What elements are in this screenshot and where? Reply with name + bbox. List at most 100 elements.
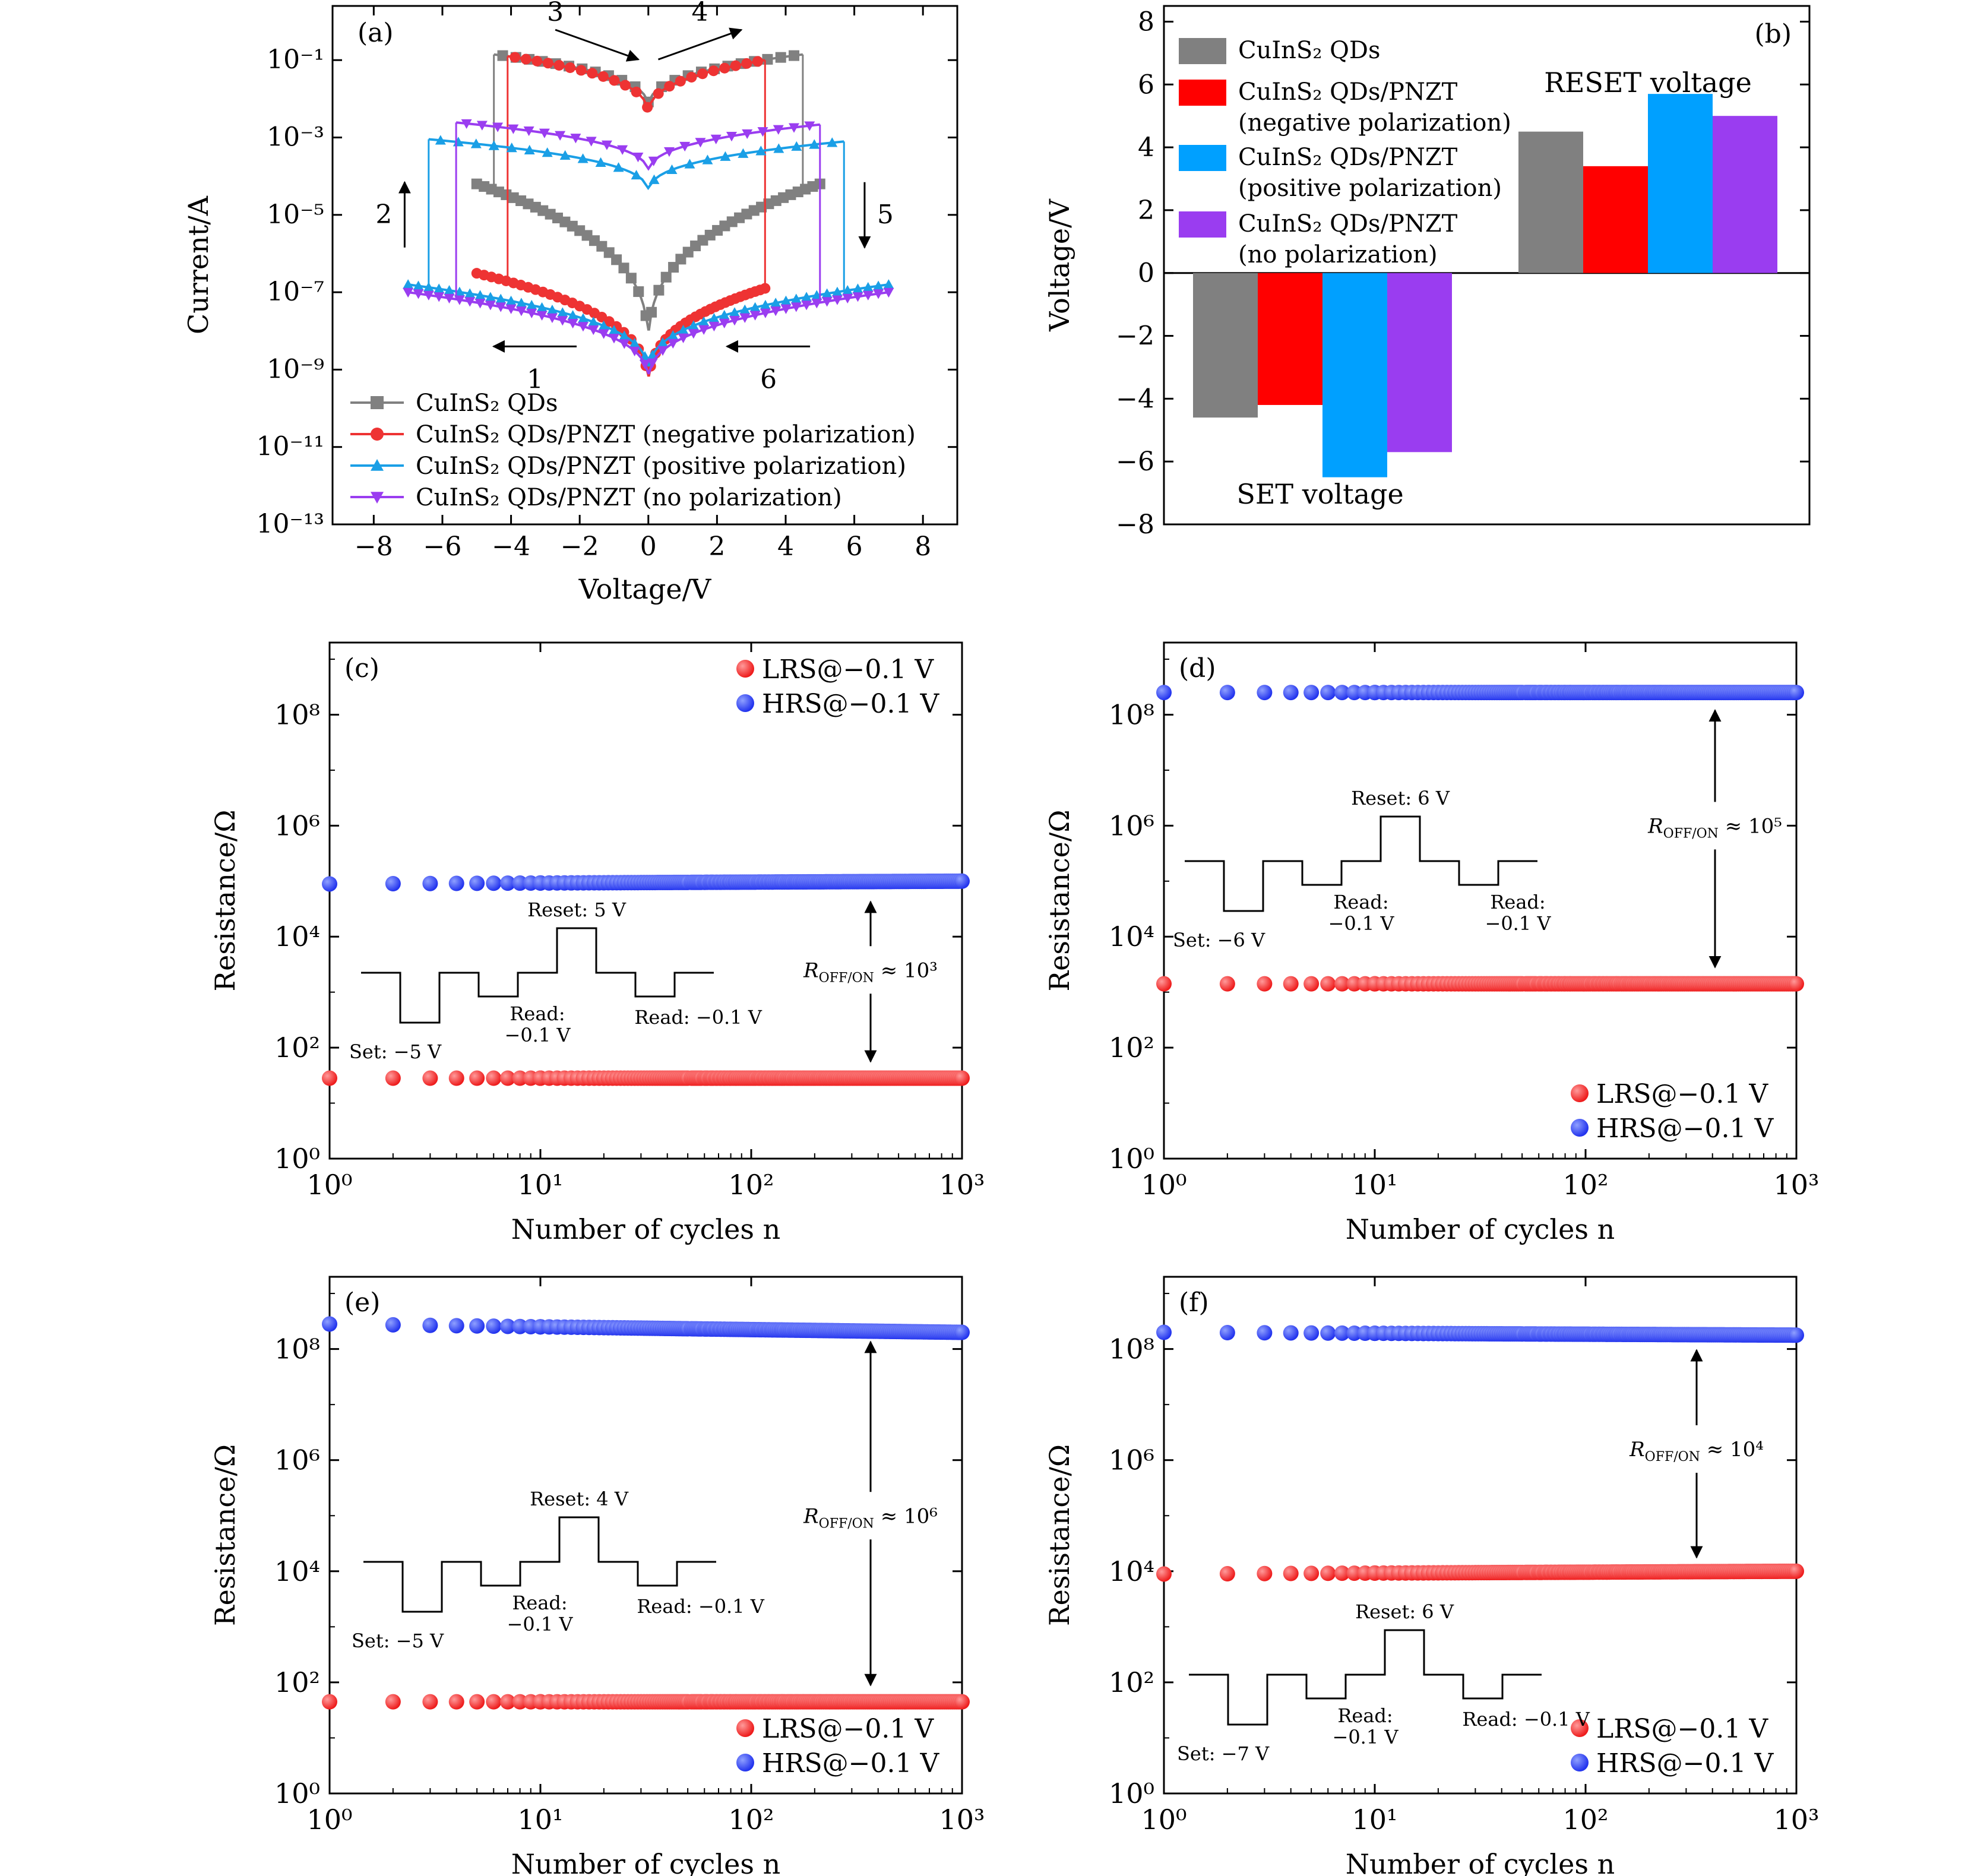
x-tick-label: 10² [1563,1169,1609,1201]
x-tick-label: −8 [355,532,393,562]
x-axis-title: Voltage/V [578,573,711,605]
data-point [1283,976,1299,992]
annotation-label: 1 [527,364,543,394]
ratio-r: R [803,958,819,982]
legend-label: LRS@−0.1 V [1596,1714,1768,1744]
data-point [657,337,668,347]
data-point [625,273,637,284]
bar [1648,94,1713,273]
data-point [675,75,686,87]
legend: LRS@−0.1 V HRS@−0.1 V [736,1714,939,1779]
data-point [422,1694,438,1710]
plot-frame [1163,1276,1798,1795]
data-point [852,283,863,293]
data-point [608,334,619,344]
data-point [653,88,664,99]
data-point [954,1694,970,1710]
data-point [448,1318,464,1334]
data-point [448,1694,464,1710]
legend-label: CuInS₂ QDs/PNZT (negative polarization) [416,421,916,448]
panel-label: (e) [344,1287,380,1318]
group-label-set: SET voltage [1236,478,1403,510]
data-point [613,162,624,172]
data-point [739,304,751,315]
data-point [322,876,337,892]
data-point [708,321,720,332]
x-tick-label: 10¹ [518,1169,564,1201]
data-point [1334,976,1350,992]
data-point [678,333,689,343]
data-point [742,129,753,140]
data-point [873,289,884,299]
ratio-r: R [1629,1438,1645,1461]
data-point [577,313,588,323]
legend-marker [371,459,384,471]
legend-label: (negative polarization) [1238,109,1511,137]
ratio-r: R [1647,814,1663,838]
data-point [531,55,543,67]
data-point [719,309,730,320]
data-point [485,292,496,302]
data-point [646,306,657,318]
data-point [719,318,730,328]
y-tick-label: −4 [1116,384,1154,414]
y-tick-label: 10⁰ [1109,1777,1154,1809]
annotation-1: 2 [375,181,411,248]
data-point [688,329,699,339]
data-point [1156,976,1172,992]
y-tick-label: 10² [274,1666,320,1698]
data-point [1257,1565,1273,1581]
data-point [648,156,659,166]
group-label-reset: RESET voltage [1544,67,1752,99]
annotation-0: 1 [492,340,577,394]
series-1 [1156,685,1804,701]
pulse-read2-label: Read: [1490,891,1545,913]
y-tick-label: 10² [1109,1032,1154,1064]
data-point [757,127,768,137]
y-tick-label: 10⁻³ [267,122,324,153]
pulse-read1-value: −0.1 V [507,1613,574,1635]
data-point [729,307,741,317]
legend-marker [736,660,754,678]
pulse-set-label: Set: −5 V [352,1630,444,1652]
data-point [536,302,548,312]
y-axis-title: Current/A [182,195,214,334]
data-point [508,124,519,134]
data-point [557,307,568,317]
plot-frame [328,641,963,1160]
y-tick-label: 10⁻⁵ [267,200,324,230]
y-tick-label: 10⁻⁷ [267,277,324,307]
data-point [642,102,653,113]
y-tick-label: 0 [1138,258,1154,289]
panel-d-endurance: 10⁰ 10¹ 10² 10³ 10⁰ 10² 10⁴ 10⁶ 10⁸ Number of cyc… [1043,641,1819,1245]
panel-b-voltage-bars: −8 −6 −4 −2 0 2 4 6 8 Voltage/V (b) SET voltage RESE… [1043,5,1811,540]
data-point [601,140,612,150]
y-tick-label: 10⁻¹³ [257,509,325,539]
x-tick-label: 10¹ [1352,1804,1398,1836]
annotation-label: 3 [547,0,564,27]
data-point [413,289,424,299]
y-tick-label: 10⁰ [1109,1143,1154,1175]
data-point [505,295,517,306]
data-point [587,68,598,79]
data-point [586,137,597,147]
pulse-reset-label: Reset: 6 V [1355,1600,1454,1623]
data-point [422,875,438,891]
y-tick-label: 10⁻¹ [267,45,324,75]
legend-marker [736,1754,754,1771]
y-tick-label: −6 [1116,447,1154,477]
y-tick-label: −8 [1116,510,1154,540]
data-point [1303,1565,1320,1581]
ratio-value: ≈ 10⁶ [874,1504,938,1528]
data-point [1346,1325,1362,1341]
data-point [695,138,706,148]
data-point [760,283,771,294]
data-point [474,290,486,300]
plot-frame [331,5,958,526]
data-point [497,50,508,61]
pulse-read1-label: Read: [1333,891,1388,913]
plot-frame [1163,5,1811,526]
data-point [512,1318,528,1334]
legend-label: CuInS₂ QDs/PNZT (positive polarization) [416,453,906,480]
x-axis-title: Number of cycles n [1346,1213,1615,1245]
